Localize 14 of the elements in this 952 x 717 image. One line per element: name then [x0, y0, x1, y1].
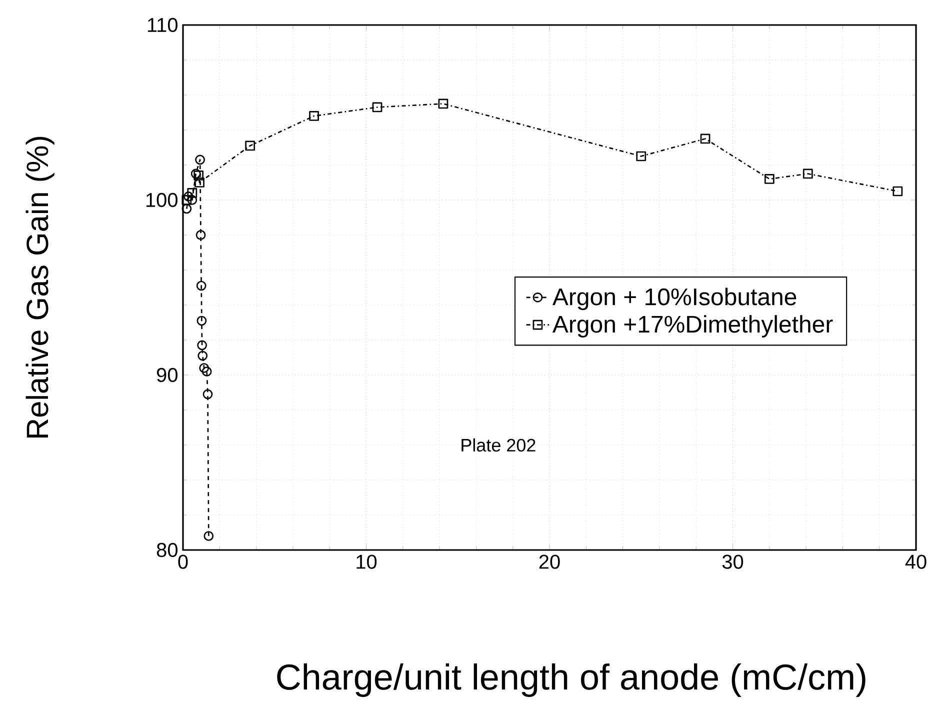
x-tick-label: 40 [905, 554, 926, 569]
annotation: Plate 202 [462, 438, 536, 452]
x-tick-label: 0 [178, 554, 188, 569]
y-tick-label: 110 [148, 18, 178, 32]
legend-label: Argon +17%Dimethylether [552, 315, 833, 338]
x-tick-label: 10 [356, 554, 377, 569]
y-tick-label: 90 [156, 368, 178, 382]
y-tick-label: 100 [146, 192, 178, 208]
y-axis-title: Relative Gas Gain (%) [26, 136, 54, 438]
x-tick-label: 20 [539, 554, 560, 569]
legend-label: Argon + 10%Isobutane [552, 288, 796, 310]
x-axis-title: Charge/unit length of anode (mC/cm) [277, 663, 866, 697]
y-tick-label: 80 [156, 542, 178, 558]
x-tick-label: 30 [722, 554, 744, 569]
